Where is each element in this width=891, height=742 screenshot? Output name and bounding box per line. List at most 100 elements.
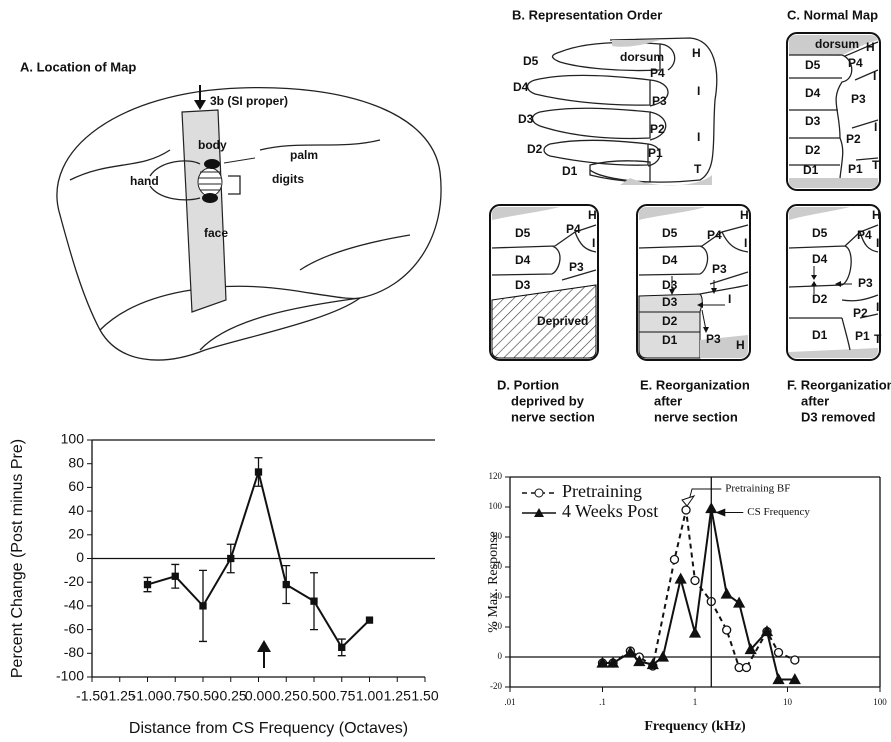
x-tick-label: 1.50 — [411, 688, 438, 704]
point — [723, 626, 731, 634]
panel-title: after — [654, 393, 682, 408]
map-label: P4 — [566, 222, 581, 236]
y-tick-label: -40 — [64, 597, 84, 613]
y-tick-label: -60 — [64, 620, 84, 636]
brain-drawing — [57, 85, 441, 360]
point — [690, 628, 700, 637]
map-label: digits — [272, 172, 304, 186]
y-tick-label: 0 — [498, 651, 503, 661]
map-label: I — [728, 292, 731, 306]
map-label: dorsum — [620, 50, 664, 64]
panel-title: nerve section — [511, 409, 595, 424]
map-label: P3 — [706, 332, 721, 346]
series-line — [603, 510, 795, 668]
x-tick-label: 10 — [783, 697, 793, 707]
point — [145, 582, 151, 588]
y-tick-label: 0 — [76, 549, 84, 565]
map-label: D2 — [527, 142, 543, 156]
map-label: dorsum — [815, 37, 859, 51]
map-label: P3 — [851, 92, 866, 106]
x-tick-label: 1.00 — [356, 688, 383, 704]
map-label: P2 — [650, 122, 665, 136]
chart: -100-80-60-40-20020406080100-1.50-1.25-1… — [9, 431, 439, 738]
point — [311, 598, 317, 604]
panel-title: nerve section — [654, 409, 738, 424]
x-axis-label: Distance from CS Frequency (Octaves) — [129, 720, 408, 737]
y-axis-label: Percent Change (Post minus Pre) — [9, 439, 26, 678]
map-label: D5 — [515, 226, 531, 240]
panel-title: D3 removed — [801, 409, 875, 424]
point — [367, 617, 373, 623]
x-tick-label: 0.25 — [273, 688, 300, 704]
point — [775, 649, 783, 657]
map-label: D4 — [515, 253, 531, 267]
x-tick-label: .1 — [599, 697, 606, 707]
map-label: H — [588, 208, 597, 222]
annotation: Pretraining BF — [725, 483, 790, 495]
normal-map — [787, 33, 880, 190]
point — [676, 574, 686, 583]
y-tick-label: 120 — [489, 471, 503, 481]
point — [670, 556, 678, 564]
y-tick-label: -80 — [64, 644, 84, 660]
page: { "figure": { "panel_a": {"title": "A. L… — [0, 0, 891, 742]
map-label: D3 — [662, 278, 678, 292]
annotation-arrowhead — [682, 496, 694, 506]
map-label: P1 — [855, 329, 870, 343]
y-tick-label: -100 — [56, 668, 84, 684]
x-tick-label: 1 — [693, 697, 698, 707]
map-label: I — [697, 84, 700, 98]
legend-label: Pretraining — [562, 481, 642, 501]
map-label: D1 — [803, 163, 819, 177]
point — [339, 644, 345, 650]
point — [172, 573, 178, 579]
map-label: face — [204, 226, 228, 240]
point — [283, 582, 289, 588]
y-tick-label: 100 — [61, 431, 85, 447]
point — [791, 656, 799, 664]
map-label: hand — [130, 174, 159, 188]
map-label: D1 — [662, 333, 678, 347]
x-tick-label: 0.75 — [328, 688, 355, 704]
panel-title: B. Representation Order — [512, 7, 662, 22]
point — [682, 506, 690, 514]
map-label: D5 — [662, 226, 678, 240]
map-label: I — [876, 236, 879, 250]
map-label: I — [876, 300, 879, 314]
x-axis-label: Frequency (kHz) — [644, 719, 746, 734]
series-line — [148, 472, 370, 647]
x-tick-label: 1.25 — [384, 688, 411, 704]
map-label: P3 — [652, 94, 667, 108]
map-label: I — [697, 130, 700, 144]
map-label: P2 — [846, 132, 861, 146]
map-label: D3 — [515, 278, 531, 292]
map-label: D2 — [662, 314, 678, 328]
point — [228, 556, 234, 562]
map-label: I — [874, 120, 877, 134]
reorganized-map — [637, 205, 750, 360]
panel-title: D. Portion — [497, 377, 559, 392]
panel-title: E. Reorganization — [640, 377, 750, 392]
map-label: P4 — [857, 228, 872, 242]
y-tick-label: 100 — [489, 501, 503, 511]
map-label: P1 — [648, 146, 663, 160]
map-label: D3 — [518, 112, 534, 126]
panel-title: after — [801, 393, 829, 408]
map-label: H — [872, 208, 881, 222]
map-label: palm — [290, 148, 318, 162]
y-tick-label: 60 — [68, 478, 84, 494]
map-label: 3b (SI proper) — [210, 94, 288, 108]
point — [691, 577, 699, 585]
map-label: P4 — [650, 66, 665, 80]
x-tick-label: 100 — [873, 697, 887, 707]
y-tick-label: -20 — [490, 681, 502, 691]
map-label: D2 — [805, 143, 821, 157]
panel-title: C. Normal Map — [787, 7, 878, 22]
annotation: CS Frequency — [747, 506, 810, 518]
map-label: H — [740, 208, 749, 222]
map-label: P3 — [712, 262, 727, 276]
map-label: I — [744, 236, 747, 250]
map-label: H — [736, 338, 745, 352]
legend-marker — [535, 489, 543, 497]
